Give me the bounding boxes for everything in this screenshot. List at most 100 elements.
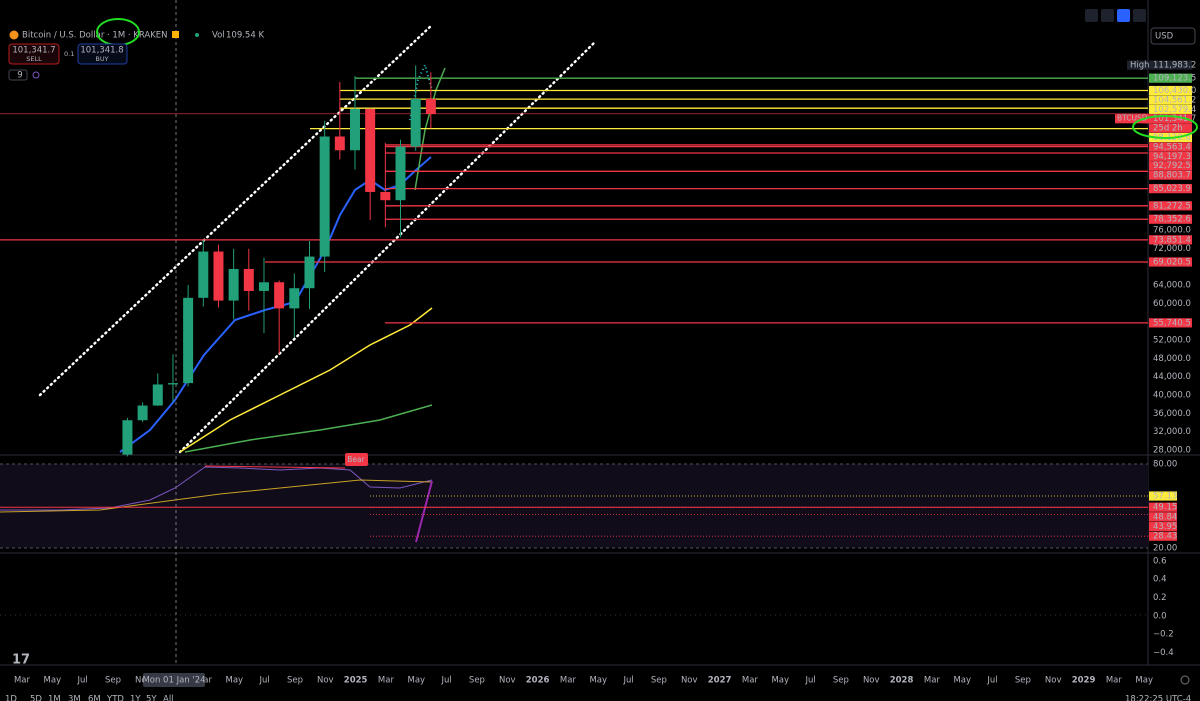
rsi-line bbox=[0, 466, 433, 511]
divergence-line bbox=[204, 465, 346, 469]
level-tag bbox=[1149, 318, 1192, 328]
labels: 76,000.0 72,000.0 64,000.0 60,000.0 52,000.0… bbox=[5, 60, 1196, 701]
crosshair-date-tag bbox=[143, 673, 205, 687]
level-label: 94,197.3 bbox=[1153, 152, 1191, 162]
x-tick-label: Jul bbox=[259, 676, 270, 686]
delete-button[interactable] bbox=[1101, 9, 1114, 22]
timeframe-button[interactable]: 5D bbox=[30, 695, 42, 701]
level-tag bbox=[1149, 184, 1192, 194]
indicator-count: 9 bbox=[17, 71, 22, 81]
down-button[interactable] bbox=[1085, 9, 1098, 22]
annotation-circle bbox=[1132, 115, 1198, 139]
third-tick-label: 0.2 bbox=[1153, 593, 1167, 603]
price-tick-label: 40,000.0 bbox=[1153, 391, 1191, 401]
candle-body bbox=[122, 420, 133, 455]
x-tick-label: May bbox=[226, 676, 244, 686]
level-label: 102,579.4 bbox=[1153, 105, 1196, 115]
candle-body bbox=[274, 282, 285, 309]
currency-select[interactable] bbox=[1150, 27, 1196, 45]
sell-price: 101,341.7 bbox=[12, 46, 55, 56]
price-tick-label: 64,000.0 bbox=[1153, 281, 1191, 291]
timeframe-button[interactable]: 1M bbox=[48, 695, 61, 701]
x-tick-label: Sep bbox=[651, 676, 667, 686]
level-tag bbox=[1149, 201, 1192, 211]
level-tag bbox=[1149, 512, 1177, 522]
candle-body bbox=[365, 109, 376, 192]
bear-tag bbox=[345, 453, 368, 466]
settings-icon[interactable] bbox=[1180, 675, 1190, 685]
level-tag bbox=[1149, 60, 1192, 70]
timeframe-button[interactable]: 5Y bbox=[146, 695, 157, 701]
logo: 17 bbox=[12, 653, 30, 668]
third-tick-label: 0.0 bbox=[1153, 611, 1167, 621]
candle-body bbox=[152, 384, 163, 406]
level-tag bbox=[1149, 85, 1192, 96]
channel-line bbox=[178, 40, 597, 454]
move-button[interactable] bbox=[1117, 9, 1130, 22]
sell-button[interactable] bbox=[8, 43, 60, 65]
candle-body bbox=[228, 268, 239, 301]
candle-body bbox=[395, 146, 406, 201]
candle-body bbox=[167, 383, 178, 385]
level-label: 88,803.7 bbox=[1153, 171, 1191, 181]
x-tick-label: 2028 bbox=[890, 676, 914, 686]
level-label: 104,561.2 bbox=[1153, 95, 1196, 105]
level-label: 49.15 bbox=[1153, 503, 1177, 513]
high-tag bbox=[1127, 60, 1148, 70]
candle-body bbox=[137, 405, 148, 421]
x-tick-label: Mar bbox=[378, 676, 395, 686]
long-ma-line bbox=[184, 404, 433, 453]
indicator-icon bbox=[32, 71, 40, 79]
flag-icon bbox=[172, 31, 179, 38]
level-label: 106,430.0 bbox=[1153, 86, 1196, 96]
timeframe-button[interactable]: 6M bbox=[88, 695, 101, 701]
level-tag bbox=[1149, 151, 1192, 161]
level-label: 69,020.5 bbox=[1153, 257, 1191, 267]
x-tick-label: 2026 bbox=[526, 676, 550, 686]
x-tick-label: Jul bbox=[986, 676, 997, 686]
level-label: 85,023.9 bbox=[1153, 184, 1191, 194]
rsi-ma-line bbox=[0, 479, 433, 513]
timeframe-button[interactable]: All bbox=[163, 695, 174, 701]
level-tag bbox=[1149, 95, 1192, 105]
level-label: 92,792.5 bbox=[1153, 161, 1191, 171]
timeframe-button[interactable]: 1Y bbox=[130, 695, 141, 701]
buy-label: BUY bbox=[95, 55, 108, 63]
level-label: 73,851.4 bbox=[1153, 235, 1191, 245]
timeframe-button[interactable]: YTD bbox=[106, 695, 124, 701]
level-tag bbox=[1149, 170, 1192, 180]
candle-body bbox=[258, 282, 269, 291]
level-tag bbox=[1149, 502, 1177, 512]
third-tick-label: −0.2 bbox=[1153, 630, 1174, 640]
vol-label: Vol bbox=[212, 31, 225, 41]
x-tick-label: Sep bbox=[1015, 676, 1031, 686]
timeframe-button[interactable]: 3M bbox=[68, 695, 81, 701]
x-tick-label: May bbox=[408, 676, 426, 686]
x-tick-label: 2029 bbox=[1072, 676, 1096, 686]
level-tag bbox=[1149, 491, 1177, 501]
price-tick-label: 76,000.0 bbox=[1153, 226, 1191, 236]
x-tick-label: Mar bbox=[924, 676, 941, 686]
x-tick-label: Sep bbox=[469, 676, 485, 686]
third-tick-label: 0.6 bbox=[1153, 556, 1167, 566]
buy-button[interactable] bbox=[77, 43, 128, 65]
level-tag bbox=[1149, 214, 1192, 224]
level-tag bbox=[1149, 257, 1192, 267]
x-tick-label: Sep bbox=[105, 676, 121, 686]
x-tick-label: May bbox=[589, 676, 607, 686]
level-tag bbox=[1149, 104, 1192, 114]
level-label: 55,740.5 bbox=[1153, 318, 1191, 328]
high-tag-label: High bbox=[1130, 61, 1150, 71]
copy-button[interactable] bbox=[1133, 9, 1146, 22]
symbol: Bitcoin / U.S. Dollar · 1M · KRAKEN bbox=[22, 31, 168, 41]
crosshair-date: Mon 01 Jan '24 bbox=[142, 676, 205, 686]
candle-body bbox=[319, 136, 330, 257]
candle-body bbox=[198, 251, 209, 298]
level-label: 111,983.2 bbox=[1153, 61, 1196, 71]
timeframe-button[interactable]: 1D bbox=[5, 695, 17, 701]
level-label: 48.84 bbox=[1153, 512, 1177, 522]
price-tick-label: 52,000.0 bbox=[1153, 336, 1191, 346]
currency: USD bbox=[1155, 32, 1174, 42]
indicator-toggle[interactable] bbox=[8, 69, 28, 81]
